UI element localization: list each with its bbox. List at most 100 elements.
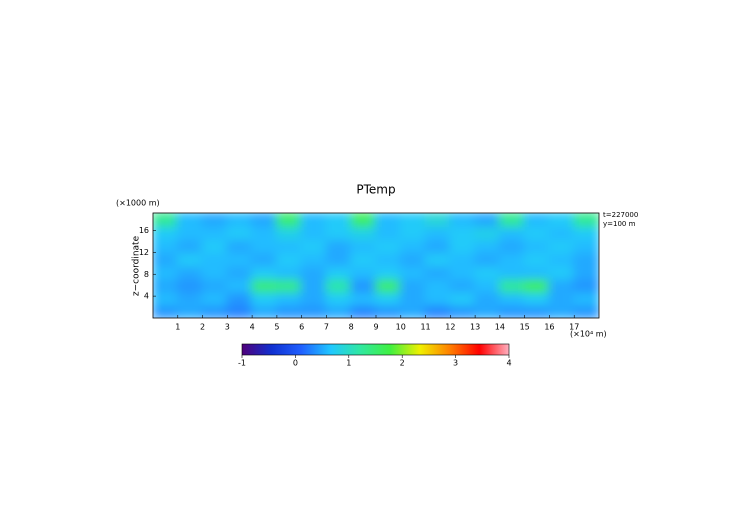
- x-tick-label: 5: [274, 323, 279, 332]
- x-tick-label: 1: [175, 323, 180, 332]
- x-tick-label: 11: [420, 323, 430, 332]
- cell: [449, 277, 477, 293]
- cell: [523, 225, 551, 241]
- cell: [350, 290, 377, 306]
- cell: [176, 290, 204, 306]
- x-tick-label: 12: [445, 323, 455, 332]
- cell: [300, 238, 328, 254]
- cell: [399, 213, 427, 228]
- cell: [523, 251, 551, 267]
- cell: [399, 225, 427, 241]
- cell: [424, 277, 452, 293]
- cell: [375, 264, 402, 280]
- cell: [300, 277, 328, 293]
- x-tick-label: 15: [520, 323, 530, 332]
- cell: [300, 251, 328, 267]
- cell: [375, 303, 402, 318]
- cell: [325, 290, 353, 306]
- cell: [548, 290, 576, 306]
- cell: [375, 277, 402, 293]
- cell: [251, 290, 278, 306]
- y-tick-label: 12: [139, 248, 149, 257]
- x-tick-label: 14: [495, 323, 505, 332]
- colorbar-tick-label: 0: [293, 359, 298, 368]
- cell: [424, 238, 452, 254]
- cell: [375, 213, 402, 228]
- cell: [226, 264, 254, 280]
- cell: [201, 303, 229, 318]
- cell: [226, 277, 254, 293]
- cell: [573, 251, 599, 267]
- cell: [251, 225, 278, 241]
- cell: [350, 225, 377, 241]
- cell: [226, 225, 254, 241]
- x-tick-label: 16: [544, 323, 554, 332]
- colorbar-tick-label: 1: [346, 359, 351, 368]
- cell: [548, 213, 576, 228]
- cell: [226, 213, 254, 228]
- cell: [498, 213, 526, 228]
- cell: [176, 277, 204, 293]
- y-tick-label: 4: [144, 292, 149, 301]
- cell: [176, 213, 204, 228]
- cell: [474, 251, 501, 267]
- cell: [399, 238, 427, 254]
- cell: [548, 264, 576, 280]
- cell: [153, 238, 179, 254]
- cell: [449, 290, 477, 306]
- cell: [226, 251, 254, 267]
- cell: [498, 303, 526, 318]
- cell: [573, 303, 599, 318]
- cell: [176, 264, 204, 280]
- x-tick-label: 9: [373, 323, 378, 332]
- cell: [449, 251, 477, 267]
- cell: [573, 225, 599, 241]
- cell: [251, 264, 278, 280]
- cell: [474, 277, 501, 293]
- cell: [449, 225, 477, 241]
- cell: [176, 303, 204, 318]
- cell: [201, 251, 229, 267]
- x-tick-label: 4: [250, 323, 255, 332]
- cell: [375, 290, 402, 306]
- cell: [251, 303, 278, 318]
- cell: [251, 238, 278, 254]
- cell: [399, 251, 427, 267]
- cell: [474, 264, 501, 280]
- cell: [573, 290, 599, 306]
- cell: [449, 264, 477, 280]
- cell: [300, 264, 328, 280]
- cell: [325, 213, 353, 228]
- x-tick-label: 13: [470, 323, 480, 332]
- cell: [474, 290, 501, 306]
- cell: [424, 290, 452, 306]
- cell: [300, 213, 328, 228]
- cell: [201, 238, 229, 254]
- x-tick-label: 17: [569, 323, 579, 332]
- cell: [573, 238, 599, 254]
- field: [153, 213, 599, 318]
- cell: [523, 238, 551, 254]
- cell: [176, 251, 204, 267]
- cell: [201, 264, 229, 280]
- cell: [201, 213, 229, 228]
- cell: [300, 290, 328, 306]
- cell: [523, 264, 551, 280]
- cell: [548, 238, 576, 254]
- cell: [176, 225, 204, 241]
- cell: [375, 251, 402, 267]
- cell: [153, 213, 179, 228]
- x-unit: (×10⁴ m): [570, 330, 607, 339]
- cell: [325, 238, 353, 254]
- cell: [201, 290, 229, 306]
- cell: [498, 225, 526, 241]
- cell: [251, 213, 278, 228]
- cell: [350, 277, 377, 293]
- cell: [498, 264, 526, 280]
- cell: [498, 290, 526, 306]
- cell: [350, 264, 377, 280]
- cell: [300, 303, 328, 318]
- cell: [548, 251, 576, 267]
- cell: [474, 225, 501, 241]
- chart-title: PTemp: [356, 183, 395, 197]
